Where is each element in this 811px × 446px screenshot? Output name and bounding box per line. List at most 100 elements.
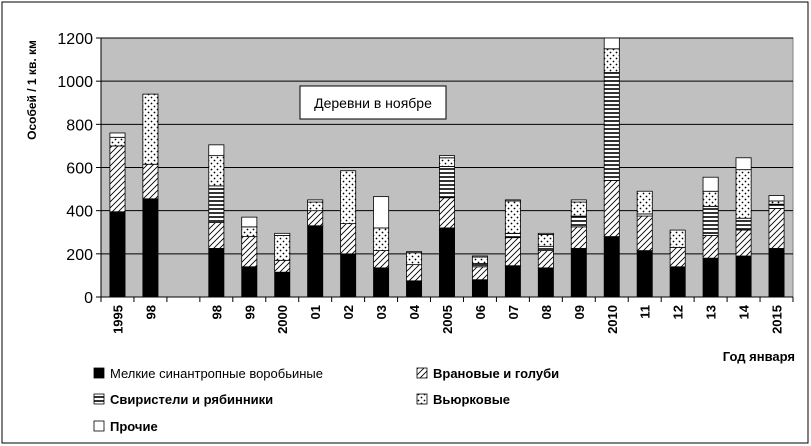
bar-segment-3	[735, 217, 752, 231]
bar-segment-4	[669, 229, 686, 248]
bar-segment-2	[471, 266, 488, 281]
x-axis-label: Год января	[723, 349, 795, 364]
bar-segment-2	[340, 223, 357, 255]
bar-segment-1	[340, 253, 357, 298]
legend-label: Мелкие синантропные воробьиные	[110, 366, 323, 381]
bar-segment-2	[735, 229, 752, 257]
bar-segment-4	[208, 155, 225, 187]
bar-segment-4	[241, 226, 258, 237]
bar-segment-1	[735, 255, 752, 298]
bar-segment-1	[109, 211, 126, 298]
x-tick-label: 1995	[110, 305, 125, 334]
bar-segment-4	[735, 169, 752, 219]
bar-segment-3	[768, 203, 785, 209]
x-tick-label: 2005	[440, 305, 455, 334]
bar-segment-1	[471, 279, 488, 298]
legend-swatch	[416, 393, 428, 405]
bar-segment-2	[439, 197, 455, 229]
bar-segment-1	[208, 248, 225, 298]
x-tick-label: 99	[242, 305, 257, 319]
bar-segment-1	[307, 225, 324, 298]
bar-segment-2	[636, 215, 653, 251]
bars	[109, 37, 785, 298]
annotation-frame	[299, 85, 447, 120]
x-tick-label: 98	[143, 305, 158, 319]
x-tick-label: 09	[572, 305, 587, 319]
x-tick-label: 07	[506, 305, 521, 319]
bar-segment-4	[537, 234, 554, 247]
bar-segment-4	[142, 93, 159, 165]
bar-segment-1	[241, 266, 258, 298]
bar-segment-4	[406, 252, 423, 266]
bar-segment-2	[669, 246, 686, 268]
bar-segment-3	[570, 215, 587, 228]
x-tick-label: 13	[704, 305, 719, 319]
bar-segment-5	[537, 232, 554, 235]
y-tick-label: 0	[84, 290, 93, 307]
legend-swatch	[93, 420, 105, 432]
bar-segment-2	[603, 180, 620, 237]
bar-segment-5	[570, 199, 587, 203]
legend-label: Врановые и голуби	[433, 366, 559, 381]
bar-segment-1	[603, 236, 620, 298]
bar-segment-5	[406, 251, 423, 254]
plot-area: 0 200 400 600 800 1000 1200 1995 98 98 99 2000 01 02…	[57, 31, 794, 334]
bar-segment-5	[109, 132, 126, 138]
x-tick-label: 01	[308, 305, 323, 319]
bar-segment-1	[274, 271, 291, 298]
bar-segment-4	[274, 235, 291, 261]
x-tick-label: 06	[473, 305, 488, 319]
bar-segment-5	[274, 232, 291, 236]
bar-segment-5	[702, 176, 719, 192]
bar-segment-4	[471, 256, 488, 264]
bar-segment-1	[669, 266, 686, 298]
x-tick-label: 98	[209, 305, 224, 319]
bar-segment-1	[702, 257, 719, 298]
y-tick-label: 600	[66, 161, 93, 178]
bar-segment-2	[768, 208, 785, 249]
bar-segment-4	[603, 48, 620, 73]
bar-segment-1	[636, 250, 653, 298]
x-tick-label: 2010	[605, 305, 620, 334]
bar-segment-1	[439, 227, 455, 298]
bar-segment-5	[241, 216, 258, 228]
bar-segment-5	[439, 155, 455, 159]
y-axis-label: Особей / 1 кв. км	[25, 40, 39, 140]
y-tick-label: 1000	[57, 74, 93, 91]
x-tick-label: 03	[374, 305, 389, 319]
x-tick-label: 04	[407, 304, 422, 319]
legend-swatch	[93, 393, 105, 405]
bar-segment-2	[142, 163, 159, 200]
bar-segment-2	[702, 235, 719, 259]
bar-segment-2	[406, 264, 423, 282]
bar-segment-4	[307, 201, 324, 212]
legend-label: Вьюрковые	[433, 392, 510, 407]
bar-segment-2	[504, 237, 521, 267]
bar-segment-4	[340, 170, 357, 225]
chart-annotation: Деревни в ноябре	[314, 95, 432, 111]
bar-segment-3	[471, 263, 488, 268]
bar-segment-2	[208, 222, 225, 249]
bar-segment-5	[735, 157, 752, 171]
bar-segment-4	[768, 200, 785, 205]
legend-label: Прочие	[110, 419, 158, 434]
x-tick-label: 02	[341, 305, 356, 319]
bar-segment-4	[702, 190, 719, 207]
bar-segment-5	[603, 37, 620, 50]
y-tick-label: 200	[66, 247, 93, 264]
bar-segment-2	[274, 259, 291, 273]
bar-segment-1	[570, 248, 587, 298]
bar-segment-4	[439, 157, 455, 167]
bar-segment-5	[307, 199, 324, 203]
bar-segment-3	[439, 166, 455, 199]
legend-label: Свиристели и рябинники	[110, 392, 273, 407]
bar-segment-5	[504, 199, 521, 202]
bar-segment-4	[109, 136, 126, 147]
bar-segment-4	[504, 200, 521, 234]
bar-segment-5	[471, 255, 488, 258]
bar-segment-5	[208, 144, 225, 157]
x-tick-label: 14	[737, 304, 752, 319]
bar-segment-5	[768, 195, 785, 202]
legend-swatch	[93, 367, 105, 379]
